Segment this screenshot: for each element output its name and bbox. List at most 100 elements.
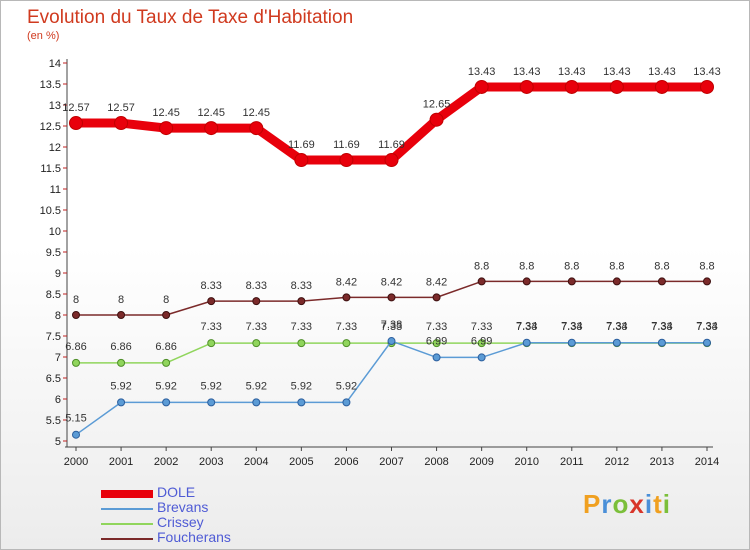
data-label-brevans: 5.92 <box>110 380 131 392</box>
data-label-foucherans: 8.8 <box>699 260 714 272</box>
data-point-dole <box>564 79 579 94</box>
legend-label: DOLE <box>157 484 196 500</box>
data-point-foucherans <box>657 277 666 286</box>
data-label-dole: 12.57 <box>107 102 135 114</box>
y-tick-label: 12.5 <box>40 121 61 133</box>
data-label-foucherans: 8.42 <box>426 276 447 288</box>
y-tick-label: 7.5 <box>46 331 61 343</box>
x-tick-label: 2011 <box>560 456 584 468</box>
data-label-dole: 13.43 <box>513 66 541 78</box>
data-label-dole: 12.45 <box>152 107 180 119</box>
y-tick-label: 14 <box>49 58 61 70</box>
x-tick-label: 2002 <box>154 456 178 468</box>
data-label-brevans: 7.34 <box>561 321 582 333</box>
y-tick-label: 10.5 <box>40 205 61 217</box>
data-label-crissey: 7.33 <box>561 321 582 333</box>
line-chart: 5 5.5 6 6.5 7 7.5 8 8.5 9 9.5 10 10.5 11 11.5 12 12.5 13… <box>40 58 721 468</box>
legend-label: Crissey <box>157 514 204 530</box>
data-label-foucherans: 8.8 <box>519 260 534 272</box>
x-tick-label: 2005 <box>289 456 313 468</box>
chart-unit-label: (en %) <box>27 30 60 42</box>
data-point-crissey <box>117 358 126 367</box>
logo-letter: x <box>629 489 645 519</box>
chart-title: Evolution du Taux de Taxe d'Habitation <box>27 7 354 28</box>
data-label-dole: 13.43 <box>603 66 631 78</box>
data-point-foucherans <box>297 297 306 306</box>
data-label-crissey: 7.33 <box>381 321 402 333</box>
data-point-dole <box>114 116 129 131</box>
data-point-brevans <box>72 430 80 439</box>
data-label-brevans: 5.92 <box>201 380 222 392</box>
data-point-crissey <box>297 339 306 348</box>
data-point-foucherans <box>703 277 711 286</box>
logo-letter: r <box>601 489 613 519</box>
data-point-crissey <box>72 358 80 367</box>
data-label-dole: 11.69 <box>378 139 405 151</box>
data-point-crissey <box>477 339 486 348</box>
data-point-foucherans <box>117 311 126 319</box>
data-point-brevans <box>342 398 351 407</box>
data-label-crissey: 7.33 <box>291 321 312 333</box>
data-label-dole: 13.43 <box>468 66 496 78</box>
data-point-dole <box>159 121 174 136</box>
x-tick-label: 2013 <box>650 456 674 468</box>
data-label-crissey: 7.33 <box>516 321 537 333</box>
data-label-brevans: 5.15 <box>65 413 86 425</box>
data-label-brevans: 7.34 <box>516 321 537 333</box>
data-point-dole <box>204 121 219 136</box>
data-label-foucherans: 8.42 <box>336 276 357 288</box>
data-point-brevans <box>252 398 261 407</box>
data-label-brevans: 7.34 <box>696 321 717 333</box>
logo-letter: t <box>653 489 663 519</box>
x-tick-label: 2009 <box>469 456 493 468</box>
data-point-brevans <box>477 353 486 362</box>
x-tick-label: 2008 <box>424 456 448 468</box>
data-point-dole <box>249 121 264 136</box>
y-tick-label: 7 <box>55 352 61 364</box>
data-label-crissey: 7.33 <box>246 321 267 333</box>
legend-swatch <box>101 538 153 540</box>
data-point-crissey <box>207 339 216 348</box>
logo-letter: P <box>583 489 602 519</box>
data-label-brevans: 5.92 <box>246 380 267 392</box>
data-point-brevans <box>207 398 216 407</box>
data-point-crissey <box>432 339 441 348</box>
data-label-foucherans: 8.33 <box>201 280 222 292</box>
y-tick-label: 6.5 <box>46 373 61 385</box>
data-label-crissey: 7.33 <box>606 321 627 333</box>
data-label-dole: 12.45 <box>197 107 225 119</box>
data-point-brevans <box>567 338 576 347</box>
data-point-dole <box>519 79 534 94</box>
data-point-brevans <box>297 398 306 407</box>
data-label-dole: 13.43 <box>558 66 586 78</box>
data-point-foucherans <box>162 311 171 319</box>
data-point-dole <box>429 112 444 127</box>
data-point-brevans <box>522 338 531 347</box>
data-point-dole <box>384 153 399 168</box>
data-label-brevans: 5.92 <box>155 380 176 392</box>
data-label-foucherans: 8.8 <box>654 260 669 272</box>
data-point-foucherans <box>252 297 261 306</box>
data-label-crissey: 7.33 <box>651 321 672 333</box>
data-label-foucherans: 8.33 <box>291 280 312 292</box>
x-tick-label: 2006 <box>334 456 358 468</box>
data-point-foucherans <box>207 297 216 306</box>
data-label-brevans: 6.99 <box>426 335 447 347</box>
data-label-brevans: 5.92 <box>336 380 357 392</box>
data-point-foucherans <box>72 311 80 319</box>
data-label-dole: 13.43 <box>648 66 676 78</box>
x-tick-label: 2014 <box>695 456 719 468</box>
legend-label: Brevans <box>157 499 209 515</box>
data-label-crissey: 7.33 <box>336 321 357 333</box>
logo-letter: i <box>644 489 654 519</box>
data-point-dole <box>294 153 309 168</box>
x-tick-label: 2007 <box>379 456 403 468</box>
data-label-dole: 12.65 <box>423 99 451 111</box>
legend-swatch <box>101 523 153 525</box>
logo-letter: i <box>662 489 671 519</box>
legend-label: Foucherans <box>157 529 231 545</box>
y-tick-label: 8.5 <box>46 289 61 301</box>
data-label-foucherans: 8.8 <box>474 260 489 272</box>
y-tick-label: 11 <box>50 184 61 196</box>
